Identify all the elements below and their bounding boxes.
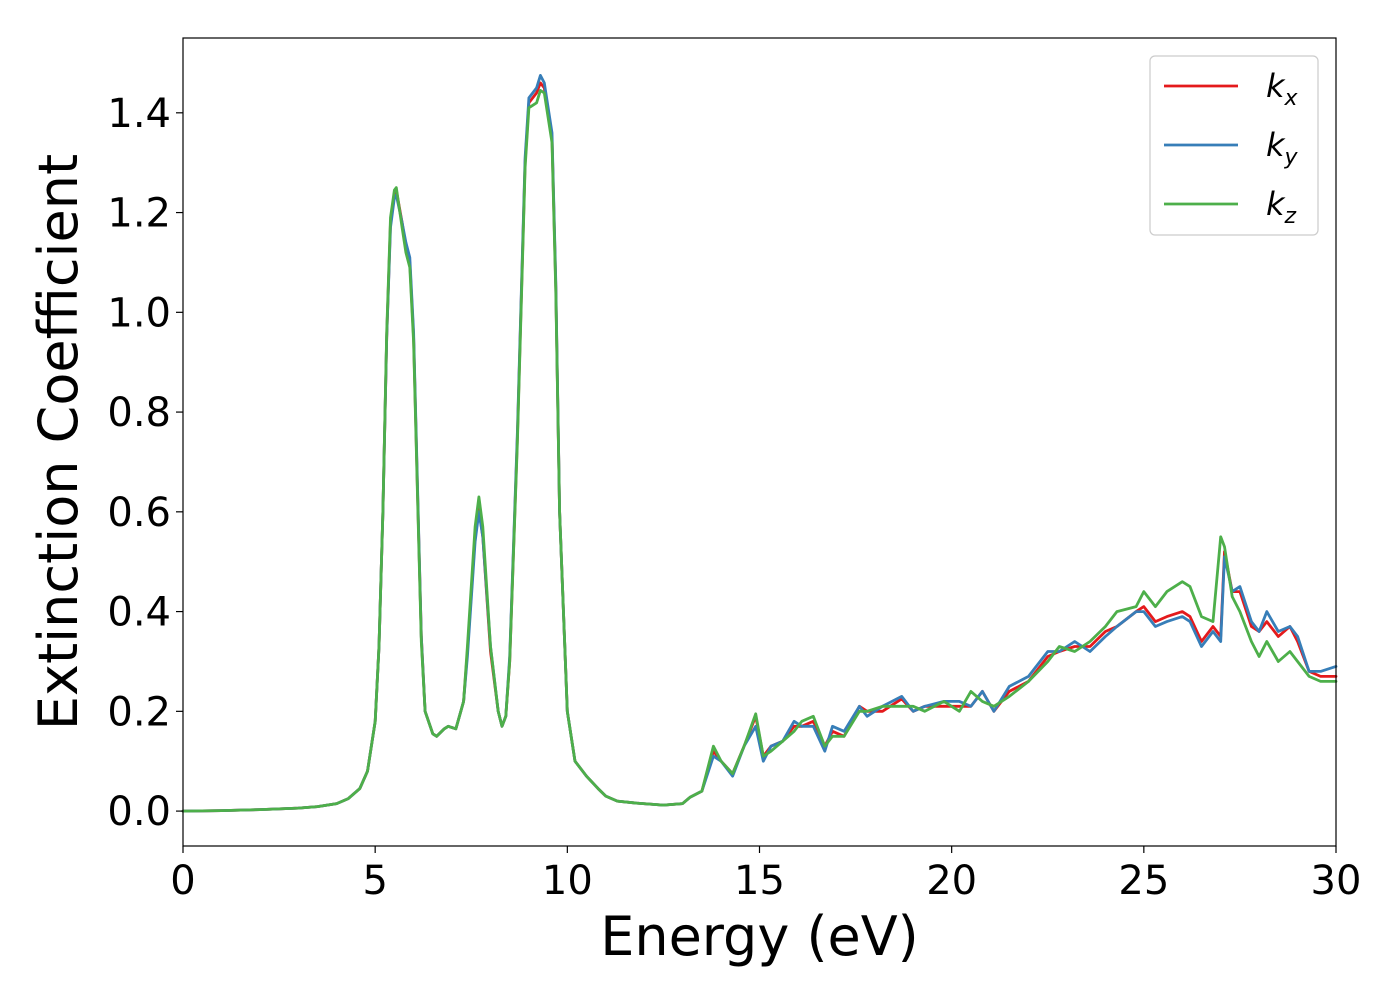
y-tick-label: 0.8	[107, 390, 171, 436]
x-tick-label: 25	[1118, 858, 1169, 904]
y-tick-label: 0.6	[107, 490, 171, 536]
x-tick-label: 10	[542, 858, 593, 904]
legend-label-sub: z	[1284, 204, 1297, 229]
legend-label-main: k	[1266, 67, 1286, 105]
x-tick-label: 15	[734, 858, 785, 904]
legend-label-main: k	[1266, 126, 1286, 164]
x-axis-ticks: 0 5 10 15 20 25 30	[170, 846, 1361, 904]
legend-label-x: kx	[1266, 67, 1299, 111]
legend-label-z: kz	[1266, 185, 1297, 229]
legend-label-sub: x	[1284, 86, 1299, 111]
series-line-z	[181, 89, 1338, 813]
y-tick-label: 1.4	[107, 91, 171, 137]
x-tick-label: 0	[170, 858, 195, 904]
x-axis-title: Energy (eV)	[600, 905, 919, 968]
y-tick-label: 1.2	[107, 191, 171, 237]
legend-label-main: k	[1266, 185, 1286, 223]
legend-label-sub: y	[1284, 145, 1299, 170]
y-axis-title: Extinction Coefficient	[27, 154, 90, 730]
y-axis-ticks: 0.0 0.2 0.4 0.6 0.8 1.0 1.2 1.4	[107, 91, 183, 835]
x-tick-label: 20	[926, 858, 977, 904]
y-tick-label: 0.2	[107, 689, 171, 735]
y-tick-label: 0.0	[107, 789, 171, 835]
x-tick-label: 30	[1311, 858, 1362, 904]
x-tick-label: 5	[362, 858, 387, 904]
legend-label-y: ky	[1266, 126, 1299, 170]
y-tick-label: 1.0	[107, 290, 171, 336]
y-tick-label: 0.4	[107, 590, 171, 636]
series-layer	[181, 74, 1338, 813]
